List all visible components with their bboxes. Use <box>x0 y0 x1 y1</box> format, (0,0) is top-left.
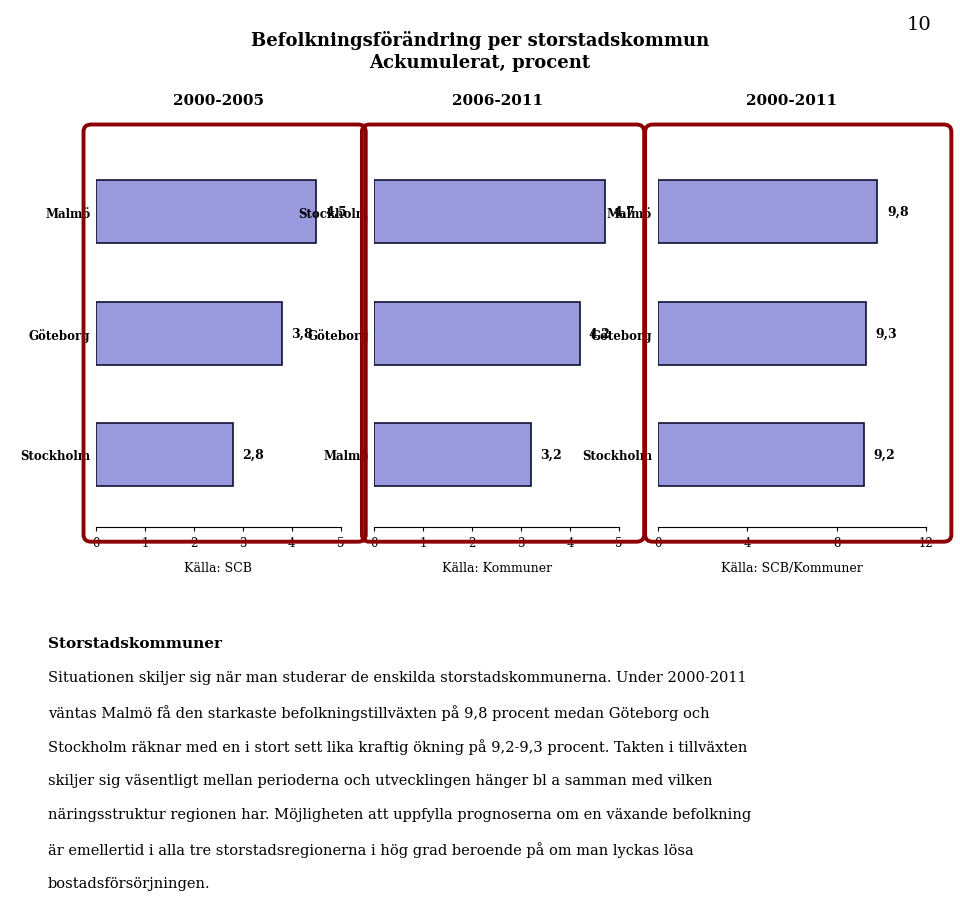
Text: är emellertid i alla tre storstadsregionerna i hög grad beroende på om man lycka: är emellertid i alla tre storstadsregion… <box>48 842 694 858</box>
Bar <box>374 302 580 365</box>
Text: 9,3: 9,3 <box>876 327 898 340</box>
Text: väntas Malmö få den starkaste befolkningstillväxten på 9,8 procent medan Götebor: väntas Malmö få den starkaste befolkning… <box>48 704 709 721</box>
Text: 4,5: 4,5 <box>325 206 347 219</box>
Text: Stockholm räknar med en i stort sett lika kraftig ökning på 9,2-9,3 procent. Tak: Stockholm räknar med en i stort sett lik… <box>48 739 748 755</box>
Bar <box>374 423 531 486</box>
Text: Källa: Kommuner: Källa: Kommuner <box>442 562 552 575</box>
Text: Källa: SCB/Kommuner: Källa: SCB/Kommuner <box>721 562 863 575</box>
Bar <box>96 181 316 244</box>
Text: 10: 10 <box>906 16 931 34</box>
Text: 4,2: 4,2 <box>588 327 611 340</box>
Text: näringsstruktur regionen har. Möjligheten att uppfylla prognoserna om en växande: näringsstruktur regionen har. Möjlighete… <box>48 807 752 822</box>
Bar <box>658 302 866 365</box>
Bar <box>96 302 282 365</box>
Text: Storstadskommuner: Storstadskommuner <box>48 636 222 650</box>
Text: 9,2: 9,2 <box>874 448 896 462</box>
Text: 3,2: 3,2 <box>540 448 562 462</box>
Bar <box>658 181 877 244</box>
Text: 3,8: 3,8 <box>291 327 313 340</box>
Text: 2,8: 2,8 <box>242 448 264 462</box>
Text: 2000-2011: 2000-2011 <box>747 94 837 108</box>
Text: bostadsförsörjningen.: bostadsförsörjningen. <box>48 876 210 890</box>
Text: 2006-2011: 2006-2011 <box>452 94 542 108</box>
Bar <box>374 181 605 244</box>
Text: 4,7: 4,7 <box>613 206 636 219</box>
Text: Ackumulerat, procent: Ackumulerat, procent <box>370 54 590 72</box>
Text: 9,8: 9,8 <box>887 206 908 219</box>
Bar <box>658 423 864 486</box>
Text: Befolkningsförändring per storstadskommun: Befolkningsförändring per storstadskommu… <box>251 31 709 51</box>
Text: Situationen skiljer sig när man studerar de enskilda storstadskommunerna. Under : Situationen skiljer sig när man studerar… <box>48 670 747 685</box>
Bar <box>96 423 233 486</box>
Text: Källa: SCB: Källa: SCB <box>184 562 252 575</box>
Text: skiljer sig väsentligt mellan perioderna och utvecklingen hänger bl a samman med: skiljer sig väsentligt mellan perioderna… <box>48 773 712 787</box>
Text: 2000-2005: 2000-2005 <box>174 94 264 108</box>
